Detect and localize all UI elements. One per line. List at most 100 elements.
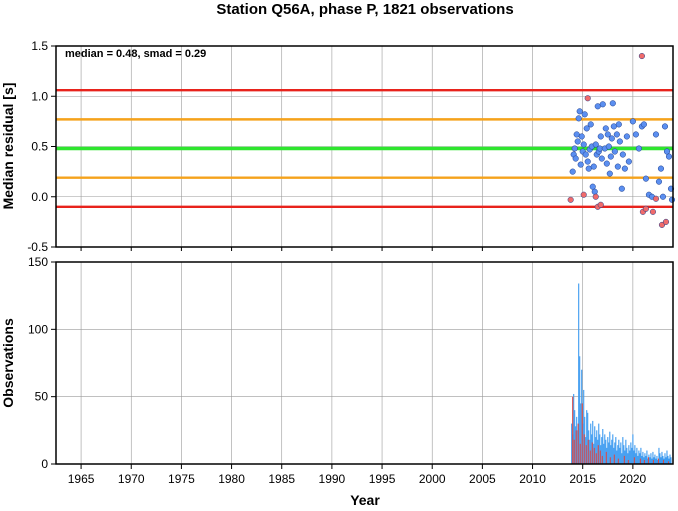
residual-point xyxy=(597,133,604,140)
x-tick-label: 1990 xyxy=(319,472,346,486)
residual-point xyxy=(573,131,580,138)
residual-y-tick-label: -0.5 xyxy=(27,240,48,254)
residual-point xyxy=(611,148,618,155)
residual-y-tick-label: 1.5 xyxy=(31,39,48,53)
residual-x-ticks xyxy=(80,247,634,251)
residual-point xyxy=(590,163,597,170)
residual-point xyxy=(642,175,649,182)
residual-point xyxy=(582,151,589,158)
residual-point xyxy=(618,185,625,192)
observations-y-tick-label: 100 xyxy=(28,322,48,336)
residual-point xyxy=(580,191,587,198)
residual-point xyxy=(642,205,649,212)
residual-point xyxy=(583,125,590,132)
residual-point xyxy=(663,148,671,155)
residual-point xyxy=(662,218,670,225)
residual-point xyxy=(649,208,656,215)
residual-point xyxy=(585,165,592,172)
median-smad-annotation: median = 0.48, smad = 0.29 xyxy=(65,48,206,60)
residual-y-tick-label: 1.0 xyxy=(31,89,48,103)
residual-point xyxy=(587,121,594,128)
residual-point xyxy=(623,133,630,140)
residual-point xyxy=(613,131,620,138)
residual-grid xyxy=(56,45,673,248)
residual-point xyxy=(668,196,676,203)
x-tick-label: 1970 xyxy=(118,472,145,486)
observations-y-tick-label: 0 xyxy=(41,457,48,471)
x-tick-label: 2015 xyxy=(569,472,596,486)
residual-point xyxy=(602,125,609,132)
observations-y-ticks: 0 50 100 150 xyxy=(28,255,56,471)
residual-point xyxy=(592,141,599,148)
residual-point xyxy=(657,165,665,172)
residual-point xyxy=(607,153,614,160)
residual-point xyxy=(580,141,587,148)
residual-point xyxy=(616,138,623,145)
residual-point xyxy=(610,123,617,130)
residual-point xyxy=(598,155,605,162)
residual-point xyxy=(576,108,583,115)
residual-point xyxy=(603,160,610,167)
x-tick-label: 2005 xyxy=(469,472,496,486)
x-tick-label: 1975 xyxy=(168,472,195,486)
residual-point xyxy=(594,103,601,110)
residual-point xyxy=(571,145,578,152)
x-tick-label: 2010 xyxy=(519,472,546,486)
residual-point xyxy=(659,193,667,200)
residual-point xyxy=(597,201,604,208)
residual-panel: -0.5 0.0 0.5 1.0 1.5 median = 0.48, smad = 0… xyxy=(0,39,676,254)
residual-point xyxy=(581,111,588,118)
x-tick-label: 1985 xyxy=(268,472,295,486)
residual-point xyxy=(652,195,659,202)
residual-point xyxy=(632,131,639,138)
x-axis-label: Year xyxy=(350,492,380,508)
residual-point xyxy=(578,133,585,140)
residual-y-tick-label: 0.0 xyxy=(31,190,48,204)
x-tick-label: 1965 xyxy=(68,472,95,486)
residual-point xyxy=(615,121,622,128)
residual-point xyxy=(575,115,582,122)
x-tick-label: 2020 xyxy=(620,472,647,486)
residual-point xyxy=(635,145,642,152)
residual-point xyxy=(652,131,659,138)
residual-point xyxy=(658,221,666,228)
residual-reference-lines xyxy=(56,89,673,209)
observations-bars xyxy=(571,283,672,464)
residual-points xyxy=(567,53,676,228)
residual-point xyxy=(665,153,673,160)
residual-point xyxy=(606,170,613,177)
residual-point xyxy=(584,95,591,102)
x-tick-label: 1980 xyxy=(218,472,245,486)
residual-point xyxy=(655,178,663,185)
residual-y-tick-label: 0.5 xyxy=(31,140,48,154)
observations-x-ticks: 1965 1970 1975 1980 1985 1990 1995 2000 2005 2010… xyxy=(68,464,647,486)
residual-point xyxy=(592,193,599,200)
residual-point xyxy=(625,158,632,165)
residual-point xyxy=(608,135,615,142)
residual-point xyxy=(572,155,579,162)
residual-point xyxy=(638,53,645,60)
observations-y-axis-label: Observations xyxy=(0,318,16,408)
residual-point xyxy=(661,123,669,130)
residual-point xyxy=(619,151,626,158)
observations-y-tick-label: 150 xyxy=(28,255,48,269)
residual-point xyxy=(599,101,606,108)
residual-point xyxy=(569,168,576,175)
residual-point xyxy=(596,145,603,152)
residual-point xyxy=(621,165,628,172)
residual-point xyxy=(567,196,574,203)
residual-point xyxy=(584,158,591,165)
residual-point xyxy=(589,183,596,190)
residual-y-ticks: -0.5 0.0 0.5 1.0 1.5 xyxy=(27,39,56,254)
residual-point xyxy=(604,131,611,138)
observations-plot-frame xyxy=(55,261,674,465)
residual-point xyxy=(577,161,584,168)
residual-point xyxy=(640,121,647,128)
x-tick-label: 2000 xyxy=(419,472,446,486)
observations-panel: 0 50 100 150 1965 1970 1975 1980 1985 1990 1995 20… xyxy=(0,255,674,508)
residual-point xyxy=(629,118,636,125)
observations-y-tick-label: 50 xyxy=(35,390,49,404)
residual-point xyxy=(574,138,581,145)
residual-y-axis-label: Median residual [s] xyxy=(0,83,16,210)
chart-title: Station Q56A, phase P, 1821 observations xyxy=(216,1,513,18)
